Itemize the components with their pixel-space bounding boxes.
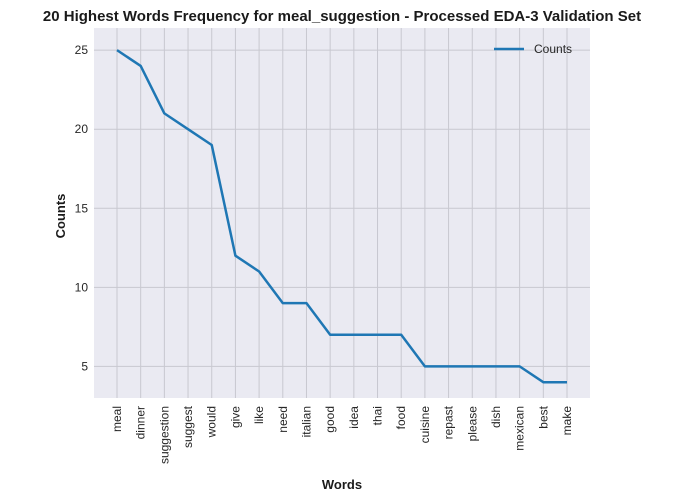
x-tick-label: best [536, 405, 550, 428]
chart-title: 20 Highest Words Frequency for meal_sugg… [43, 8, 641, 25]
x-tick-label: would [205, 406, 219, 438]
y-tick-label: 15 [75, 201, 89, 215]
x-tick-label: need [276, 406, 290, 433]
x-tick-label: like [252, 406, 266, 424]
x-tick-labels: meal dinner suggestion suggest would give like… [110, 405, 574, 464]
x-tick-label: meal [110, 406, 124, 432]
x-tick-label: food [394, 406, 408, 429]
x-tick-label: make [560, 406, 574, 436]
x-tick-label: repast [442, 405, 456, 439]
y-tick-label: 20 [75, 122, 89, 136]
x-tick-label: dish [489, 406, 503, 428]
x-tick-label: good [323, 406, 337, 433]
x-tick-label: idea [347, 406, 361, 429]
legend-label: Counts [534, 42, 572, 56]
x-tick-label: thai [371, 406, 385, 425]
x-tick-label: suggestion [157, 406, 171, 464]
x-tick-label: dinner [134, 406, 148, 439]
plot-area [94, 28, 590, 398]
x-tick-label: please [465, 406, 479, 442]
y-tick-label: 10 [75, 280, 89, 294]
y-tick-labels: 5 10 15 20 25 [75, 43, 89, 373]
series-lines [116, 49, 568, 384]
y-tick-label: 5 [81, 359, 88, 373]
y-axis-label: Counts [53, 194, 68, 239]
x-tick-label: italian [299, 406, 313, 437]
x-tick-label: cuisine [418, 406, 432, 444]
y-tick-label: 25 [75, 43, 89, 57]
legend: Counts [494, 42, 572, 56]
grid-lines [94, 28, 590, 398]
x-tick-label: suggest [181, 405, 195, 448]
x-tick-label: give [228, 406, 242, 428]
x-tick-label: mexican [513, 406, 527, 451]
x-axis-label: Words [322, 477, 362, 492]
series-line-counts [116, 49, 567, 384]
